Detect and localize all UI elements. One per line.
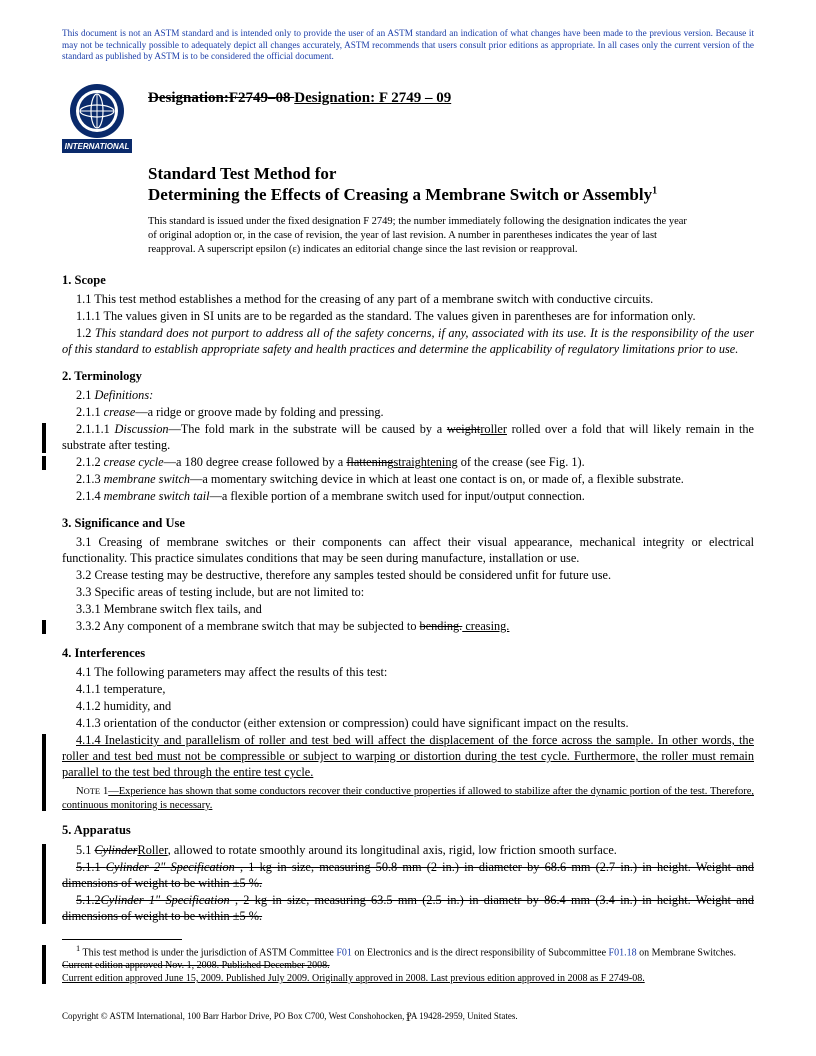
designation-line: Designation:F2749–08 Designation: F 2749…: [148, 81, 451, 109]
footnote-1: 1 This test method is under the jurisdic…: [62, 944, 754, 959]
p-1-2-real: 1.2 This standard does not purport to ad…: [62, 326, 754, 358]
header-row: INTERNATIONAL Designation:F2749–08 Desig…: [62, 81, 754, 153]
p-2-1-4: 2.1.4 membrane switch tail—a flexible po…: [62, 489, 754, 505]
p-2-1: 2.1 Definitions:: [62, 388, 754, 404]
svg-text:INTERNATIONAL: INTERNATIONAL: [65, 142, 130, 151]
p-4-1-2: 4.1.2 humidity, and: [62, 699, 754, 715]
title-line2: Determining the Effects of Creasing a Me…: [148, 184, 754, 205]
p-5-1: 5.1 CylinderRoller, allowed to rotate sm…: [62, 843, 754, 859]
p-3-3-2: 3.3.2 Any component of a membrane switch…: [62, 619, 754, 635]
sec4-head: 4. Interferences: [62, 645, 754, 661]
change-bar-414: 4.1.4 Inelasticity and parallelism of ro…: [62, 733, 754, 812]
p-5-1-1: 5.1.1 Cylinder 2" Specification , 1 kg i…: [62, 860, 754, 892]
new-designation: Designation: F 2749 – 09: [294, 90, 451, 106]
change-bar-fn: 1 This test method is under the jurisdic…: [62, 944, 754, 985]
issuance-note: This standard is issued under the fixed …: [148, 215, 694, 258]
p-4-1: 4.1 The following parameters may affect …: [62, 665, 754, 681]
p-4-1-4: 4.1.4 Inelasticity and parallelism of ro…: [62, 733, 754, 781]
change-bar-332: 3.3.2 Any component of a membrane switch…: [62, 619, 754, 635]
title-line1: Standard Test Method for: [148, 163, 754, 184]
old-designation: Designation:F2749–08: [148, 90, 294, 106]
p-3-2: 3.2 Crease testing may be destructive, t…: [62, 568, 754, 584]
footnote-separator: [62, 939, 182, 940]
note-1: NOTE 1—Experience has shown that some co…: [62, 785, 754, 812]
title-block: Standard Test Method for Determining the…: [148, 163, 754, 206]
title-footnote-ref: 1: [652, 185, 657, 196]
link-f01[interactable]: F01: [336, 947, 352, 958]
change-bar-212: 2.1.2 crease cycle—a 180 degree crease f…: [62, 455, 754, 471]
link-f0118[interactable]: F01.18: [609, 947, 637, 958]
p-3-3: 3.3 Specific areas of testing include, b…: [62, 585, 754, 601]
p-4-1-3: 4.1.3 orientation of the conductor (eith…: [62, 716, 754, 732]
footnote-old-edition: Current edition approved Nov. 1, 2008. P…: [62, 959, 754, 972]
p-2-1-1: 2.1.1 crease—a ridge or groove made by f…: [62, 405, 754, 421]
astm-logo: INTERNATIONAL: [62, 81, 132, 153]
p-3-1: 3.1 Creasing of membrane switches or the…: [62, 535, 754, 567]
p-1-1-1: 1.1.1 The values given in SI units are t…: [62, 309, 754, 325]
change-bar-2111: 2.1.1.1 Discussion—The fold mark in the …: [62, 422, 754, 454]
change-bar-5: 5.1 CylinderRoller, allowed to rotate sm…: [62, 843, 754, 925]
p-1-1: 1.1 This test method establishes a metho…: [62, 292, 754, 308]
sec5-head: 5. Apparatus: [62, 822, 754, 838]
page-number: 1: [0, 1010, 816, 1026]
sec1-head: 1. Scope: [62, 272, 754, 288]
sec3-head: 3. Significance and Use: [62, 515, 754, 531]
p-2-1-2: 2.1.2 crease cycle—a 180 degree crease f…: [62, 455, 754, 471]
footnote-new-edition: Current edition approved June 15, 2009. …: [62, 972, 754, 985]
sec2-head: 2. Terminology: [62, 368, 754, 384]
p-5-1-2: 5.1.2Cylinder 1" Specification , 2 kg in…: [62, 893, 754, 925]
p-4-1-1: 4.1.1 temperature,: [62, 682, 754, 698]
p-2-1-1-1: 2.1.1.1 Discussion—The fold mark in the …: [62, 422, 754, 454]
disclaimer-text: This document is not an ASTM standard an…: [62, 28, 754, 63]
p-2-1-3: 2.1.3 membrane switch—a momentary switch…: [62, 472, 754, 488]
content: 1. Scope 1.1 This test method establishe…: [62, 272, 754, 1023]
p-3-3-1: 3.3.1 Membrane switch flex tails, and: [62, 602, 754, 618]
